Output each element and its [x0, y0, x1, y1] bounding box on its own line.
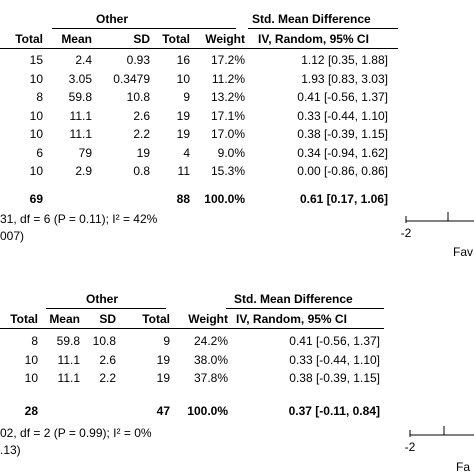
table-1-row-7-ci: 0.00 [-0.86, 0.86]	[297, 164, 388, 178]
table-2-row-1-mean: 59.8	[56, 334, 80, 348]
table-2-row-1-weight: 24.2%	[193, 334, 228, 348]
table-2-row-2-sd: 2.6	[99, 352, 116, 367]
table-1-row-2-ci: 1.93 [0.83, 3.03]	[301, 71, 388, 86]
table-1-row-3-sd: 10.8	[126, 90, 150, 104]
table-2-row-2-total2: 19	[156, 352, 170, 367]
group-header-1: Other	[96, 12, 129, 26]
table-2-row-2-total1: 10	[24, 352, 38, 367]
table-1-row-1-weight: 17.2%	[210, 53, 245, 67]
table-1-row-3-mean: 59.8	[68, 90, 92, 104]
table-1-row-6-ci: 0.34 [-0.94, 1.62]	[297, 145, 388, 160]
heterogeneity-text-2: 02, df = 2 (P = 0.99); I² = 0%	[0, 426, 152, 440]
table-1-row-6-weight: 9.0%	[217, 145, 245, 160]
table-1-row-2-total2: 10	[176, 71, 190, 86]
table-1-row-1-sd: 0.93	[126, 53, 150, 67]
group-header-underline-2	[46, 308, 166, 309]
table-2-row-2-ci: 0.33 [-0.44, 1.10]	[289, 352, 380, 367]
table-1-row-5-weight: 17.0%	[210, 127, 245, 141]
overall-test-text-1: 007)	[0, 229, 25, 243]
col-mean-header-2: Mean	[49, 312, 80, 326]
table-1-row-7-mean: 2.9	[75, 164, 92, 178]
col-total2-header-2: Total	[142, 312, 170, 326]
col-ci-header-2: IV, Random, 95% CI	[236, 312, 347, 326]
col-sd-header-1: SD	[133, 32, 150, 46]
table-1-row-5-sd: 2.2	[133, 127, 150, 141]
table-1-row-3-weight: 13.2%	[210, 90, 245, 104]
table-1-row-5-mean: 11.1	[69, 127, 92, 141]
table-1-row-4-total2: 19	[176, 108, 190, 123]
x-axis-tick-label-2-1: -2	[405, 440, 416, 454]
total-row-ci-1: 0.61 [0.17, 1.06]	[299, 192, 388, 206]
column-header-underline-2	[0, 328, 384, 329]
effect-header-1: Std. Mean Difference	[252, 12, 371, 26]
table-1-row-5-total1: 10	[29, 127, 43, 141]
table-1-row-5-ci: 0.38 [-0.39, 1.15]	[297, 127, 388, 141]
group-header-underline-1	[52, 28, 236, 29]
table-1-row-2-weight: 11.2%	[211, 71, 245, 86]
favours-label-1: Fav	[453, 245, 473, 259]
table-1-row-4-sd: 2.6	[133, 108, 150, 123]
table-1-row-3-total2: 9	[183, 90, 190, 104]
total-row-total1-2: 28	[24, 404, 38, 418]
table-1-row-2-mean: 3.05	[68, 71, 92, 86]
total-row-total2-1: 88	[176, 192, 190, 206]
total-row-total2-2: 47	[156, 404, 170, 418]
table-1-row-7-sd: 0.8	[133, 164, 150, 178]
col-total1-header-2: Total	[10, 312, 38, 326]
col-mean-header-1: Mean	[61, 32, 92, 46]
total-row-ci-2: 0.37 [-0.11, 0.84]	[288, 404, 380, 418]
table-2-row-3-ci: 0.38 [-0.39, 1.15]	[289, 371, 380, 385]
table-2-row-1-ci: 0.41 [-0.56, 1.37]	[289, 334, 380, 348]
table-2-row-2-weight: 38.0%	[193, 352, 228, 367]
table-1-row-4-weight: 17.1%	[210, 108, 245, 123]
effect-header-underline-1	[248, 28, 398, 29]
heterogeneity-text-1: 31, df = 6 (P = 0.11); I² = 42%	[0, 212, 158, 226]
table-1-row-1-total1: 15	[29, 53, 43, 67]
table-1-row-6-mean: 79	[78, 145, 92, 160]
table-1-row-4-mean: 11.1	[69, 108, 92, 123]
effect-header-underline-2	[226, 308, 384, 309]
table-1-row-6-sd: 19	[136, 145, 150, 160]
table-1-row-2-sd: 0.3479	[113, 71, 150, 86]
col-total2-header-1: Total	[162, 32, 190, 46]
column-header-underline-1	[0, 48, 398, 49]
table-1-row-1-total2: 16	[176, 53, 190, 67]
table-1-row-5-total2: 19	[176, 127, 190, 141]
table-1-row-1-mean: 2.4	[75, 53, 92, 67]
table-2-row-3-weight: 37.8%	[193, 371, 228, 385]
total-row-weight-1: 100.0%	[204, 192, 245, 206]
total-row-total1-1: 69	[29, 192, 43, 206]
col-weight-header-1: Weight	[205, 32, 245, 46]
table-2-row-1-sd: 10.8	[92, 334, 116, 348]
x-axis-tick-label-1-1: -2	[401, 226, 412, 240]
col-total1-header-1: Total	[15, 32, 43, 46]
favours-label-2: Fa	[456, 460, 470, 474]
col-sd-header-2: SD	[99, 312, 116, 326]
group-header-2: Other	[86, 292, 119, 306]
table-1-row-3-total1: 8	[36, 90, 43, 104]
table-2-row-3-mean: 11.1	[57, 371, 80, 385]
table-1-row-4-total1: 10	[29, 108, 43, 123]
table-2-row-3-sd: 2.2	[99, 371, 116, 385]
table-2-row-3-total2: 19	[156, 371, 170, 385]
table-2-row-1-total1: 8	[31, 334, 38, 348]
table-1-row-7-weight: 15.3%	[210, 164, 245, 178]
table-1-row-2-total1: 10	[29, 71, 43, 86]
table-1-row-7-total1: 10	[29, 164, 43, 178]
col-ci-header-1: IV, Random, 95% CI	[258, 32, 369, 46]
table-1-row-6-total2: 4	[183, 145, 190, 160]
table-2-row-1-total2: 9	[163, 334, 170, 348]
table-1-row-7-total2: 11	[177, 164, 190, 178]
effect-header-2: Std. Mean Difference	[234, 292, 353, 306]
table-1-row-1-ci: 1.12 [0.35, 1.88]	[301, 53, 388, 67]
table-2-row-3-total1: 10	[24, 371, 38, 385]
table-1-row-4-ci: 0.33 [-0.44, 1.10]	[297, 108, 388, 123]
total-row-weight-2: 100.0%	[187, 404, 228, 418]
table-1-row-6-total1: 6	[36, 145, 43, 160]
table-2-row-2-mean: 11.1	[57, 352, 80, 367]
col-weight-header-2: Weight	[188, 312, 228, 326]
overall-test-text-2: .13)	[0, 443, 21, 457]
table-1-row-3-ci: 0.41 [-0.56, 1.37]	[297, 90, 388, 104]
